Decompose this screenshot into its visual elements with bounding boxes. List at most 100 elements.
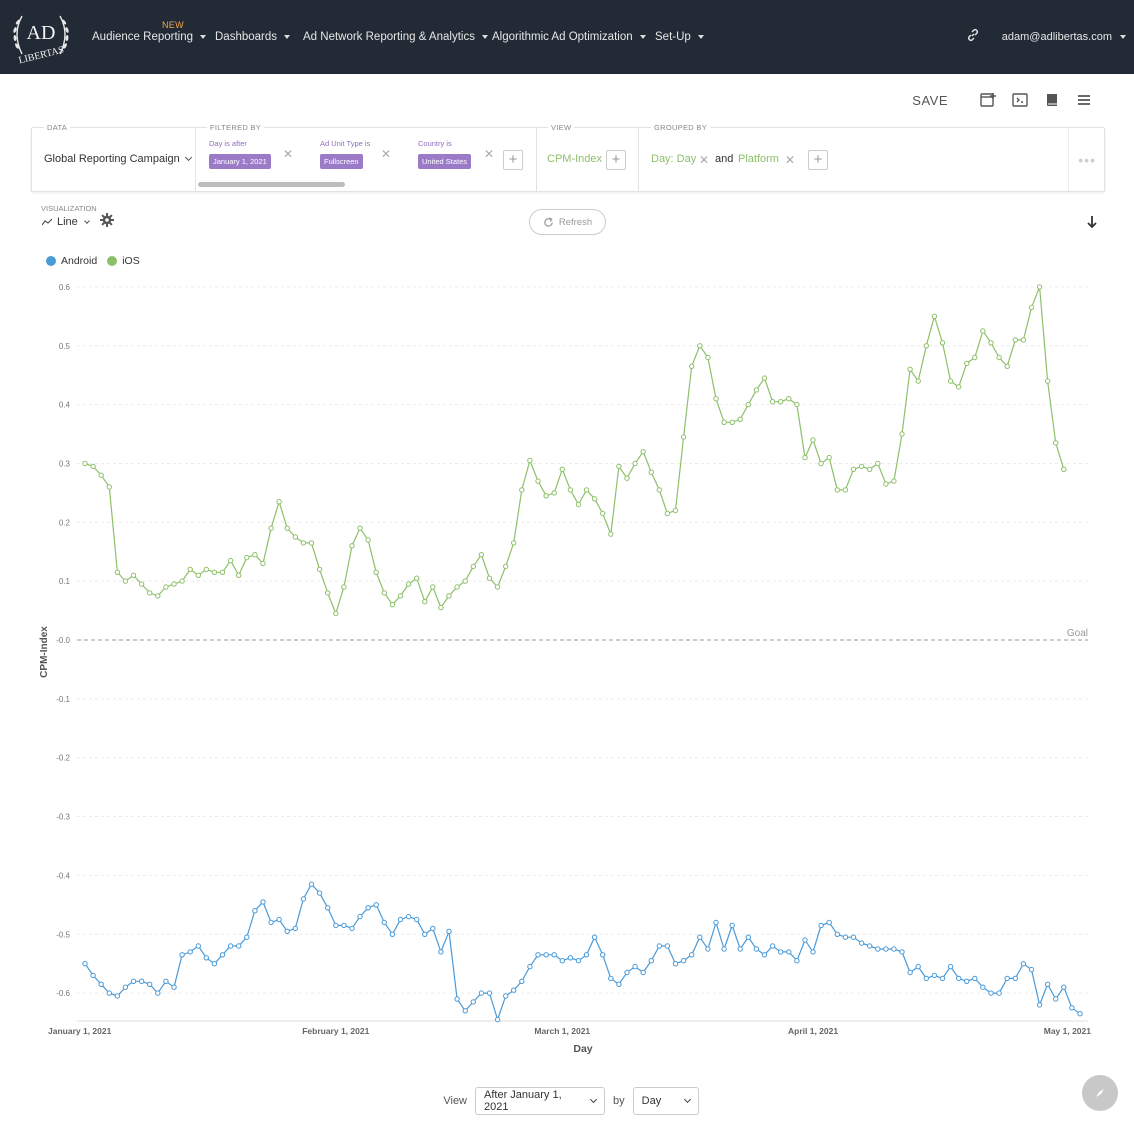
data-point-android[interactable] <box>721 946 727 952</box>
data-point-ios[interactable] <box>511 540 517 546</box>
data-point-ios[interactable] <box>300 540 307 546</box>
campaign-select[interactable]: Global Reporting Campaign <box>44 153 192 165</box>
data-point-android[interactable] <box>227 943 234 949</box>
filters-scrollbar[interactable] <box>198 182 345 187</box>
data-point-ios[interactable] <box>462 578 468 584</box>
data-point-android[interactable] <box>664 943 671 949</box>
data-point-android[interactable] <box>1077 1011 1083 1017</box>
more-options-icon[interactable]: ••• <box>1078 152 1096 168</box>
data-point-android[interactable] <box>656 943 662 949</box>
data-point-android[interactable] <box>551 952 557 958</box>
data-point-android[interactable] <box>567 955 574 961</box>
data-point-ios[interactable] <box>163 584 169 590</box>
nav-ad-network-reporting[interactable]: Ad Network Reporting & Analytics <box>303 0 488 74</box>
download-icon[interactable] <box>1086 214 1098 230</box>
data-point-android[interactable] <box>203 955 210 961</box>
data-point-ios[interactable] <box>689 363 695 370</box>
data-point-android[interactable] <box>179 952 185 958</box>
data-point-android[interactable] <box>737 946 743 952</box>
data-point-android[interactable] <box>236 943 242 949</box>
data-point-android[interactable] <box>899 949 905 955</box>
data-point-ios[interactable] <box>883 481 889 487</box>
data-point-ios[interactable] <box>850 466 857 473</box>
data-point-ios[interactable] <box>947 378 954 384</box>
data-point-android[interactable] <box>939 975 946 982</box>
filter-chip[interactable]: United States <box>418 154 472 169</box>
data-point-android[interactable] <box>462 1008 468 1014</box>
refresh-button[interactable]: Refresh <box>529 209 606 235</box>
data-point-ios[interactable] <box>931 313 938 319</box>
data-point-ios[interactable] <box>769 399 776 405</box>
data-point-android[interactable] <box>130 978 137 984</box>
nav-audience-reporting[interactable]: Audience Reporting <box>92 0 207 74</box>
data-point-android[interactable] <box>616 981 622 987</box>
data-point-android[interactable] <box>947 963 954 970</box>
data-point-android[interactable] <box>648 958 654 964</box>
data-point-ios[interactable] <box>648 469 654 476</box>
data-point-android[interactable] <box>446 928 452 934</box>
data-point-ios[interactable] <box>341 584 347 590</box>
data-point-android[interactable] <box>559 958 565 964</box>
data-point-ios[interactable] <box>219 569 226 575</box>
data-point-android[interactable] <box>389 931 396 937</box>
data-point-ios[interactable] <box>106 484 113 490</box>
data-point-android[interactable] <box>689 952 695 958</box>
data-point-android[interactable] <box>624 969 630 976</box>
data-point-android[interactable] <box>535 952 541 958</box>
data-point-android[interactable] <box>195 943 202 949</box>
data-point-android[interactable] <box>867 943 873 949</box>
data-point-ios[interactable] <box>454 584 460 590</box>
data-point-ios[interactable] <box>729 419 735 426</box>
data-point-android[interactable] <box>891 946 897 952</box>
data-point-ios[interactable] <box>1012 337 1018 343</box>
data-point-android[interactable] <box>244 934 250 940</box>
data-point-ios[interactable] <box>535 478 541 484</box>
data-point-android[interactable] <box>252 908 258 914</box>
data-point-ios[interactable] <box>842 487 849 493</box>
data-point-ios[interactable] <box>1036 284 1043 290</box>
data-point-ios[interactable] <box>608 531 614 537</box>
data-point-android[interactable] <box>171 984 177 990</box>
data-point-ios[interactable] <box>802 454 808 461</box>
gear-icon[interactable] <box>100 213 114 227</box>
data-point-android[interactable] <box>632 963 638 970</box>
data-point-ios[interactable] <box>203 566 210 573</box>
nav-set-up[interactable]: Set-Up <box>655 0 704 74</box>
remove-filter-icon[interactable]: ✕ <box>283 147 294 161</box>
data-point-ios[interactable] <box>810 437 816 443</box>
data-point-android[interactable] <box>713 919 719 926</box>
data-point-ios[interactable] <box>567 487 574 493</box>
data-point-ios[interactable] <box>778 399 784 405</box>
data-point-ios[interactable] <box>956 384 962 390</box>
data-point-android[interactable] <box>802 937 808 943</box>
data-point-android[interactable] <box>640 969 646 976</box>
data-point-android[interactable] <box>591 934 598 940</box>
data-point-android[interactable] <box>1044 981 1051 987</box>
data-point-ios[interactable] <box>486 575 493 581</box>
data-point-ios[interactable] <box>195 572 202 578</box>
data-point-ios[interactable] <box>252 552 258 558</box>
data-point-ios[interactable] <box>333 610 339 617</box>
data-point-ios[interactable] <box>786 396 792 402</box>
data-point-ios[interactable] <box>389 602 396 608</box>
data-point-ios[interactable] <box>397 593 404 599</box>
data-point-ios[interactable] <box>551 490 557 496</box>
embed-icon[interactable] <box>1010 90 1030 110</box>
data-point-android[interactable] <box>527 963 533 970</box>
data-point-android[interactable] <box>705 946 711 952</box>
data-point-android[interactable] <box>745 934 751 940</box>
data-point-ios[interactable] <box>90 463 96 470</box>
data-point-android[interactable] <box>316 890 323 896</box>
data-point-android[interactable] <box>300 896 307 902</box>
data-point-android[interactable] <box>575 958 582 964</box>
data-point-ios[interactable] <box>680 434 687 440</box>
data-point-ios[interactable] <box>721 419 727 426</box>
data-point-ios[interactable] <box>373 569 379 575</box>
data-point-ios[interactable] <box>438 604 444 611</box>
legend-item-ios[interactable]: iOS <box>107 255 140 267</box>
data-point-ios[interactable] <box>939 340 946 346</box>
data-point-android[interactable] <box>357 913 363 920</box>
data-point-ios[interactable] <box>527 457 533 464</box>
data-point-android[interactable] <box>729 922 735 929</box>
data-point-ios[interactable] <box>600 510 606 517</box>
